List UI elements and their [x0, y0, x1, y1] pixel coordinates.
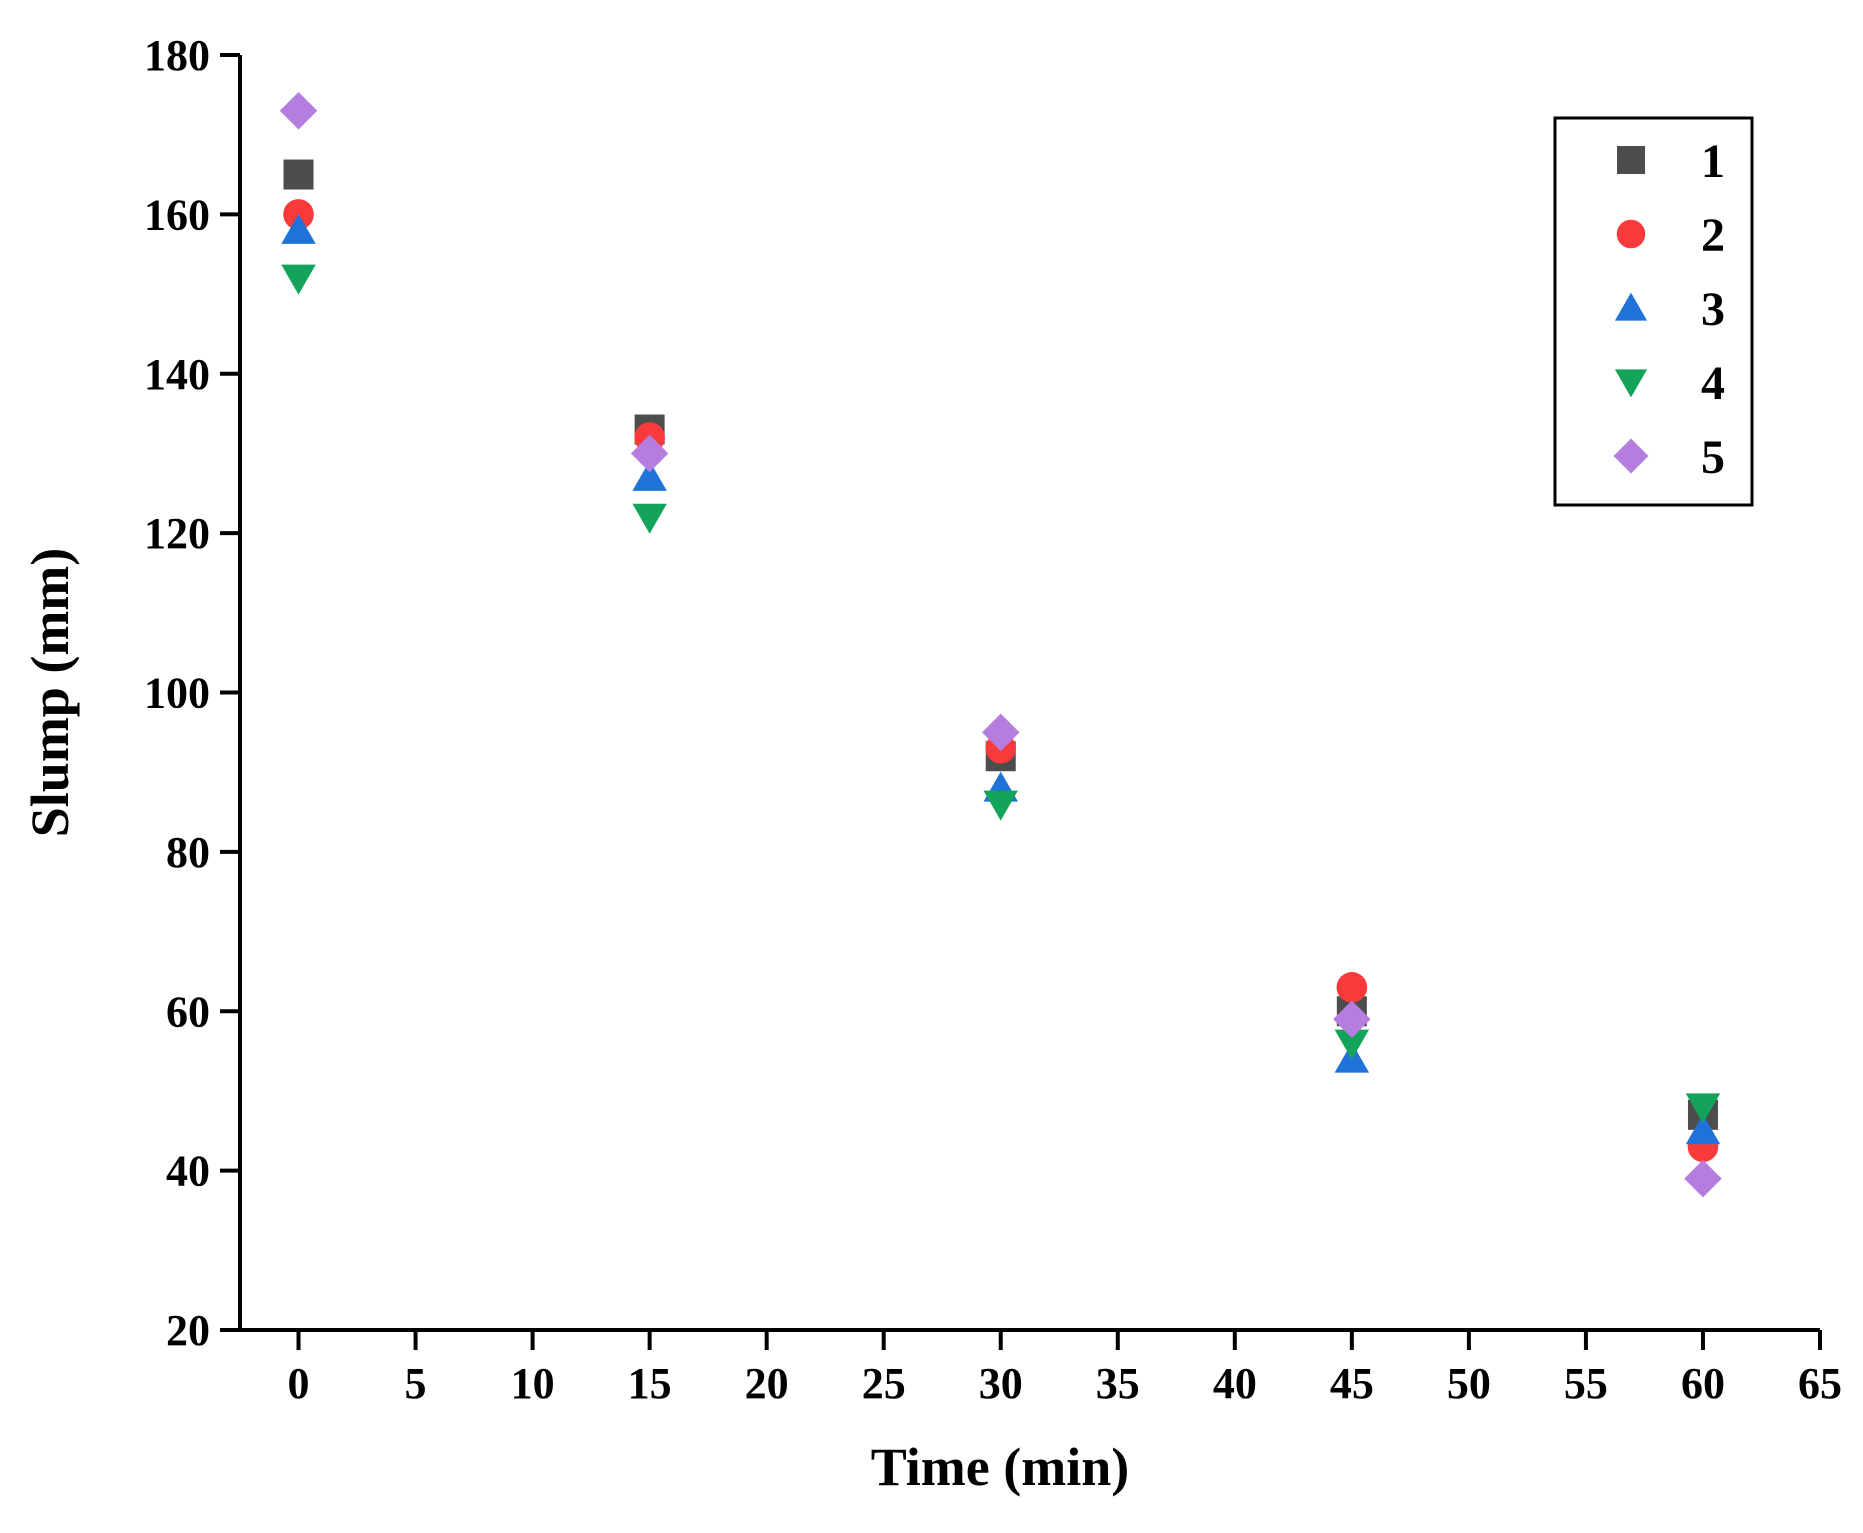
x-tick-label: 20: [745, 1359, 789, 1408]
x-tick-label: 15: [628, 1359, 672, 1408]
y-tick-label: 100: [144, 669, 210, 718]
legend-label: 3: [1701, 283, 1725, 336]
y-tick-label: 120: [144, 509, 210, 558]
series-5: [279, 92, 1722, 1198]
series-1: [283, 159, 1718, 1130]
x-tick-label: 0: [288, 1359, 310, 1408]
data-point: [1334, 1029, 1370, 1060]
y-tick-label: 160: [144, 190, 210, 239]
tick-layer: 0 5 10 15 20 25 30 35 40 45 50 55 60 6520406080100120…: [144, 31, 1842, 1408]
data-point: [630, 434, 669, 473]
legend-marker: [1617, 146, 1645, 174]
data-point: [283, 159, 314, 190]
data-points: [279, 92, 1722, 1198]
y-tick-label: 180: [144, 31, 210, 80]
legend-marker: [1614, 292, 1648, 321]
y-tick-label: 20: [166, 1306, 210, 1355]
legend-label: 2: [1701, 209, 1725, 262]
x-axis-title: Time (min): [871, 1437, 1129, 1497]
data-point: [279, 92, 318, 130]
legend-box: [1553, 116, 1754, 507]
data-point: [1684, 1159, 1722, 1198]
data-point: [983, 790, 1018, 821]
legend-label: 4: [1701, 357, 1725, 410]
series-3: [281, 213, 1721, 1145]
x-tick-label: 55: [1564, 1359, 1608, 1408]
legend-label: 1: [1701, 135, 1725, 188]
data-point: [1685, 1093, 1721, 1124]
data-point: [281, 264, 316, 295]
legend-marker: [1616, 219, 1646, 249]
x-tick-label: 50: [1447, 1359, 1491, 1408]
legend-marker: [1614, 369, 1648, 398]
data-point: [632, 503, 667, 534]
x-tick-label: 35: [1096, 1359, 1140, 1408]
x-tick-label: 60: [1681, 1359, 1725, 1408]
y-tick-label: 60: [166, 987, 210, 1036]
y-tick-label: 140: [144, 350, 210, 399]
y-axis-title: Slump (mm): [20, 548, 80, 838]
x-tick-label: 45: [1330, 1359, 1374, 1408]
series-2: [283, 199, 1719, 1163]
x-tick-label: 25: [862, 1359, 906, 1408]
y-tick-label: 40: [166, 1147, 210, 1196]
x-tick-label: 65: [1798, 1359, 1842, 1408]
legend-marker: [1613, 438, 1649, 474]
data-point: [1685, 1114, 1721, 1145]
x-tick-label: 5: [405, 1359, 427, 1408]
x-tick-label: 30: [979, 1359, 1023, 1408]
series-4: [281, 264, 1721, 1124]
y-tick-label: 80: [166, 828, 210, 877]
data-point: [1336, 972, 1368, 1003]
legend: 1 2 3 4 5: [1553, 116, 1754, 507]
x-tick-label: 10: [511, 1359, 555, 1408]
legend-label: 5: [1701, 431, 1725, 484]
data-point: [281, 213, 316, 244]
data-point: [1333, 1000, 1371, 1038]
x-tick-label: 40: [1213, 1359, 1257, 1408]
data-point: [981, 713, 1020, 752]
data-point: [632, 460, 667, 491]
